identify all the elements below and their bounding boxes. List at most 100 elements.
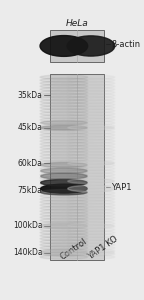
Ellipse shape bbox=[40, 130, 88, 134]
Ellipse shape bbox=[67, 252, 115, 256]
Ellipse shape bbox=[40, 203, 88, 207]
Ellipse shape bbox=[40, 167, 88, 171]
Ellipse shape bbox=[67, 236, 115, 241]
Ellipse shape bbox=[40, 133, 88, 137]
Ellipse shape bbox=[67, 172, 115, 177]
Ellipse shape bbox=[67, 78, 115, 82]
Ellipse shape bbox=[40, 200, 88, 204]
Ellipse shape bbox=[41, 223, 87, 229]
Ellipse shape bbox=[67, 90, 115, 94]
Text: 60kDa: 60kDa bbox=[18, 159, 43, 168]
Ellipse shape bbox=[40, 112, 88, 116]
Ellipse shape bbox=[40, 227, 88, 232]
Ellipse shape bbox=[67, 139, 115, 143]
Ellipse shape bbox=[67, 112, 115, 116]
Ellipse shape bbox=[40, 154, 88, 159]
Ellipse shape bbox=[41, 250, 87, 256]
Text: β-actin: β-actin bbox=[111, 40, 140, 49]
Ellipse shape bbox=[41, 121, 87, 124]
Ellipse shape bbox=[67, 206, 115, 211]
Ellipse shape bbox=[40, 136, 88, 140]
Ellipse shape bbox=[41, 184, 87, 193]
Ellipse shape bbox=[40, 218, 88, 223]
Ellipse shape bbox=[40, 246, 88, 250]
Ellipse shape bbox=[67, 148, 115, 153]
Ellipse shape bbox=[40, 224, 88, 229]
Ellipse shape bbox=[40, 127, 88, 131]
Ellipse shape bbox=[40, 84, 88, 88]
Ellipse shape bbox=[67, 157, 115, 162]
Ellipse shape bbox=[40, 212, 88, 217]
Ellipse shape bbox=[67, 75, 115, 80]
Text: 140kDa: 140kDa bbox=[13, 248, 43, 257]
Ellipse shape bbox=[40, 243, 88, 247]
Text: HeLa: HeLa bbox=[66, 19, 89, 28]
Ellipse shape bbox=[68, 185, 114, 192]
Ellipse shape bbox=[41, 125, 87, 130]
Ellipse shape bbox=[67, 84, 115, 88]
Ellipse shape bbox=[67, 99, 115, 104]
Ellipse shape bbox=[40, 230, 88, 235]
Ellipse shape bbox=[40, 182, 88, 186]
Ellipse shape bbox=[67, 246, 115, 250]
Ellipse shape bbox=[67, 93, 115, 98]
Ellipse shape bbox=[68, 179, 114, 184]
Ellipse shape bbox=[41, 173, 87, 179]
Ellipse shape bbox=[67, 105, 115, 110]
Ellipse shape bbox=[40, 215, 88, 220]
Ellipse shape bbox=[67, 182, 115, 186]
Ellipse shape bbox=[40, 105, 88, 110]
Ellipse shape bbox=[67, 81, 115, 85]
Ellipse shape bbox=[40, 194, 88, 198]
Ellipse shape bbox=[67, 133, 115, 137]
Ellipse shape bbox=[40, 157, 88, 162]
Ellipse shape bbox=[67, 118, 115, 122]
Ellipse shape bbox=[67, 142, 115, 146]
Text: 75kDa: 75kDa bbox=[18, 186, 43, 195]
Ellipse shape bbox=[67, 233, 115, 238]
Ellipse shape bbox=[40, 99, 88, 104]
Ellipse shape bbox=[67, 151, 115, 156]
Ellipse shape bbox=[40, 185, 88, 189]
Ellipse shape bbox=[40, 178, 88, 183]
Ellipse shape bbox=[40, 172, 88, 177]
Ellipse shape bbox=[40, 188, 88, 192]
Ellipse shape bbox=[67, 203, 115, 207]
Ellipse shape bbox=[67, 145, 115, 149]
Ellipse shape bbox=[40, 124, 88, 128]
Ellipse shape bbox=[40, 87, 88, 92]
Ellipse shape bbox=[40, 145, 88, 149]
Ellipse shape bbox=[40, 93, 88, 98]
Ellipse shape bbox=[40, 236, 88, 241]
Ellipse shape bbox=[67, 227, 115, 232]
Text: YAP1 KO: YAP1 KO bbox=[86, 234, 119, 262]
Ellipse shape bbox=[67, 197, 115, 201]
Ellipse shape bbox=[67, 249, 115, 253]
Ellipse shape bbox=[40, 209, 88, 214]
Ellipse shape bbox=[67, 87, 115, 92]
Ellipse shape bbox=[67, 209, 115, 214]
Ellipse shape bbox=[40, 151, 88, 156]
Ellipse shape bbox=[41, 179, 87, 186]
Ellipse shape bbox=[40, 176, 88, 180]
Ellipse shape bbox=[67, 176, 115, 180]
Ellipse shape bbox=[67, 127, 115, 131]
Ellipse shape bbox=[67, 102, 115, 107]
Ellipse shape bbox=[40, 96, 88, 101]
Ellipse shape bbox=[67, 243, 115, 247]
Text: Control: Control bbox=[59, 237, 89, 262]
Ellipse shape bbox=[67, 200, 115, 204]
Ellipse shape bbox=[40, 239, 88, 244]
Ellipse shape bbox=[67, 185, 115, 189]
Ellipse shape bbox=[41, 190, 87, 195]
Ellipse shape bbox=[40, 102, 88, 107]
Ellipse shape bbox=[40, 197, 88, 201]
Ellipse shape bbox=[67, 230, 115, 235]
Ellipse shape bbox=[40, 81, 88, 85]
Ellipse shape bbox=[40, 75, 88, 80]
Ellipse shape bbox=[67, 212, 115, 217]
Ellipse shape bbox=[68, 250, 114, 255]
Ellipse shape bbox=[67, 154, 115, 159]
Ellipse shape bbox=[40, 121, 88, 125]
Ellipse shape bbox=[67, 109, 115, 113]
